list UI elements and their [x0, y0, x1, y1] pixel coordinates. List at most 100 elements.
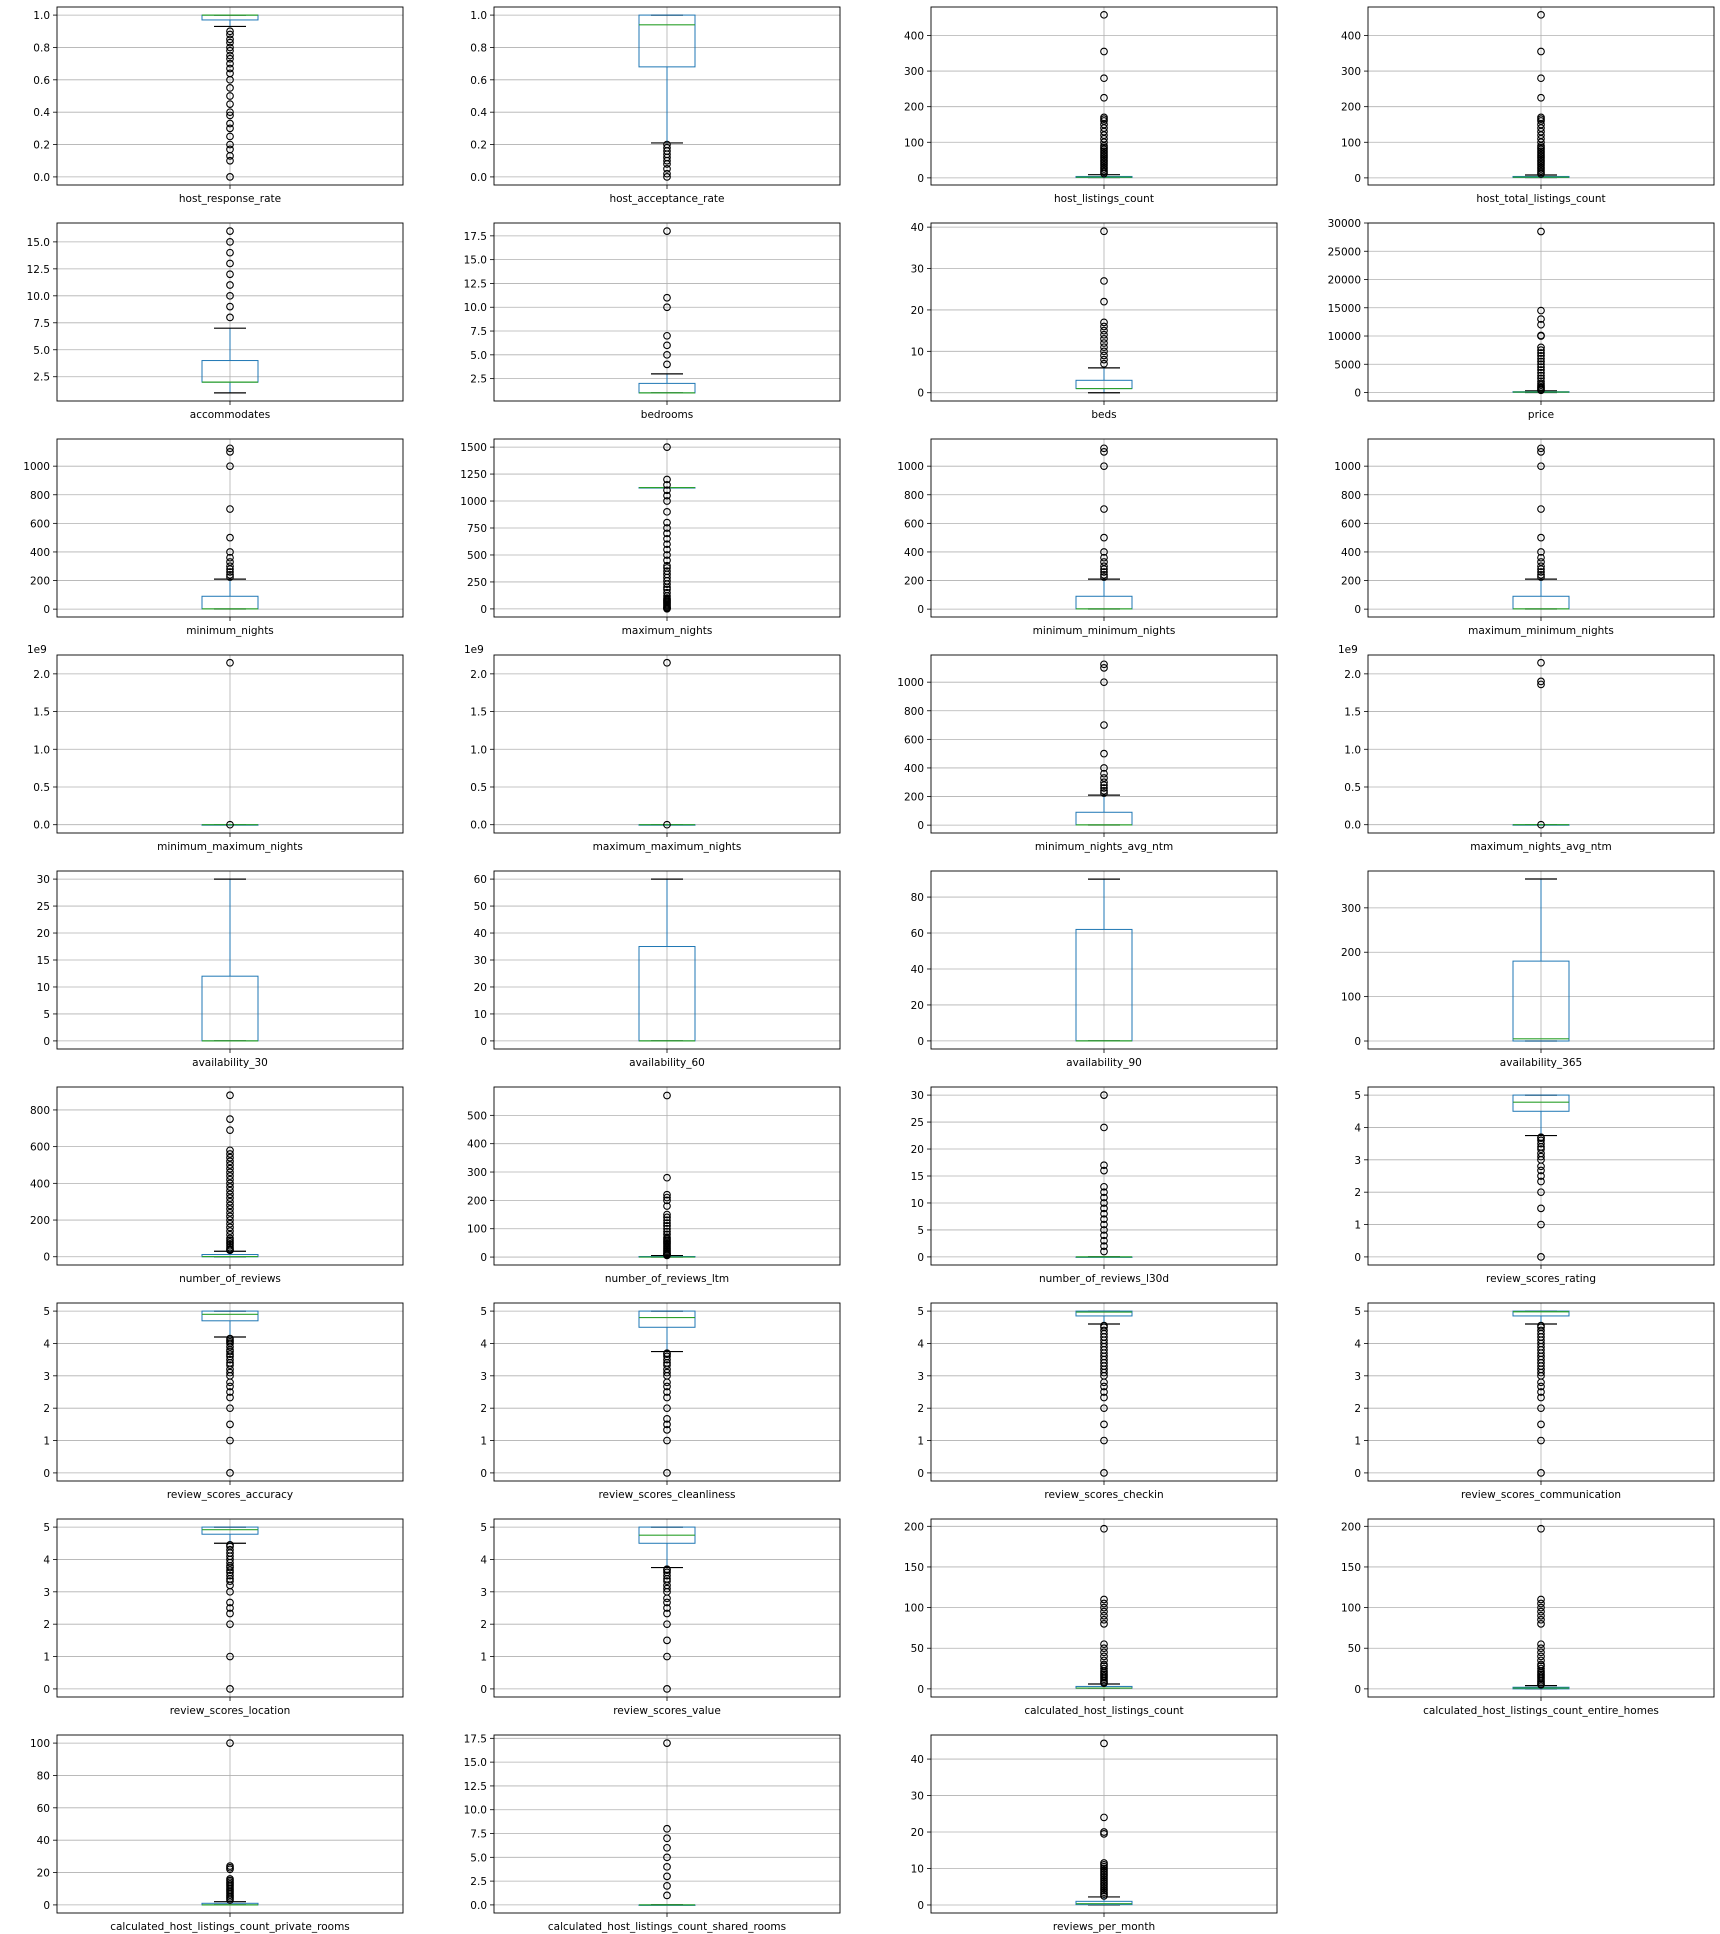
y-tick-label: 0.4	[470, 107, 487, 119]
y-tick-label: 20	[911, 305, 924, 317]
outlier-point	[226, 1436, 234, 1445]
outlier-point	[1537, 448, 1545, 456]
y-tick-label: 3	[43, 1371, 50, 1383]
outlier-point	[663, 1224, 671, 1233]
subplot-maximum_nights_avg_ntm: 0.0 0.5 1.0 1.5 2.0 maximum_nights_avg_ntm 1e9	[1338, 644, 1715, 853]
x-tick-label: review_scores_value	[613, 1705, 721, 1717]
outlier-point	[663, 820, 671, 829]
outlier-point	[226, 1875, 234, 1883]
y-tick-label: 0.8	[33, 42, 50, 54]
outlier-point	[1537, 354, 1545, 363]
x-tick-label: host_total_listings_count	[1476, 193, 1605, 205]
y-tick-label: 2	[480, 1619, 487, 1631]
outlier-point	[226, 291, 234, 300]
subplot-beds: 0 10 20 30 40 beds	[911, 222, 1278, 421]
outlier-point	[226, 1208, 234, 1217]
y-tick-label: 0	[1354, 604, 1361, 616]
outlier-point	[663, 1361, 671, 1369]
outlier-point	[1537, 1136, 1545, 1145]
subplot-host_acceptance_rate: 0.0 0.2 0.4 0.6 0.8 1.0 host_acceptance_rate	[470, 6, 841, 205]
outlier-point	[1100, 721, 1108, 729]
outlier-point	[663, 594, 671, 602]
y-tick-label: 10	[911, 1198, 924, 1210]
outlier-point	[1100, 1739, 1108, 1748]
outlier-point	[1100, 1611, 1108, 1620]
outlier-point	[663, 534, 671, 543]
x-tick-label: availability_60	[629, 1057, 705, 1069]
outlier-point	[1537, 306, 1545, 315]
outlier-point	[226, 444, 234, 453]
iqr-box	[638, 14, 696, 68]
outlier-point	[1100, 1326, 1108, 1335]
outlier-point	[1537, 570, 1545, 579]
outlier-point	[1100, 448, 1108, 456]
outlier-point	[663, 1685, 671, 1693]
x-tick-label: review_scores_cleanliness	[598, 1489, 735, 1501]
subplot-calculated_host_listings_count_private_rooms: 0 20 40 60 80 100 calculated_host_listings_cou…	[30, 1734, 404, 1933]
outlier-point	[1537, 1660, 1545, 1669]
outlier-point	[1537, 1648, 1545, 1657]
outlier-point	[663, 1173, 671, 1182]
outlier-point	[1100, 1199, 1108, 1207]
outlier-point	[226, 35, 234, 44]
y-tick-label: 0	[917, 1252, 924, 1264]
outlier-point	[663, 1436, 671, 1445]
outlier-point	[226, 111, 234, 120]
outlier-point	[226, 1368, 234, 1377]
y-offset-label: 1e9	[464, 644, 484, 656]
outlier-point	[663, 1210, 671, 1219]
x-tick-label: bedrooms	[641, 409, 693, 421]
y-tick-label: 10	[37, 982, 50, 994]
y-tick-label: 0	[917, 1900, 924, 1912]
y-tick-label: 200	[904, 102, 924, 114]
outlier-point	[226, 1566, 234, 1574]
outlier-point	[663, 1420, 671, 1429]
outlier-point	[663, 1393, 671, 1402]
y-tick-label: 3	[43, 1587, 50, 1599]
outlier-point	[1100, 1220, 1108, 1229]
outlier-point	[1100, 664, 1108, 672]
outlier-point	[663, 1598, 671, 1607]
outlier-point	[663, 529, 671, 538]
y-tick-label: 5	[43, 1009, 50, 1021]
y-tick-label: 20	[911, 1827, 924, 1839]
outlier-point	[1537, 1172, 1545, 1180]
outlier-point	[1100, 749, 1108, 758]
outlier-point	[1537, 10, 1545, 19]
outlier-point	[1537, 1152, 1545, 1161]
subplot-review_scores_accuracy: 0 1 2 3 4 5 review_scores_accuracy	[43, 1302, 404, 1501]
outlier-point	[226, 573, 234, 581]
y-tick-label: 2.5	[33, 372, 50, 384]
y-tick-label: 50	[911, 1643, 924, 1655]
y-tick-label: 0	[917, 820, 924, 832]
outlier-point	[1100, 1182, 1108, 1191]
outlier-point	[1100, 1242, 1108, 1250]
outlier-point	[226, 248, 234, 257]
outlier-point	[1100, 570, 1108, 579]
outlier-point	[1537, 93, 1545, 102]
outlier-point	[1100, 318, 1108, 327]
outlier-point	[1100, 1664, 1108, 1673]
outlier-point	[226, 132, 234, 141]
outlier-point	[226, 1194, 234, 1202]
outlier-point	[226, 1739, 234, 1747]
outlier-point	[663, 585, 671, 594]
outlier-point	[1537, 47, 1545, 56]
outlier-point	[1537, 1599, 1545, 1608]
outlier-point	[663, 497, 671, 505]
outlier-point	[1537, 573, 1545, 581]
outlier-point	[226, 1234, 234, 1243]
outlier-point	[1100, 660, 1108, 669]
outlier-point	[226, 1115, 234, 1123]
y-tick-label: 20	[474, 982, 487, 994]
y-tick-label: 5	[917, 1306, 924, 1318]
y-tick-label: 0	[1354, 173, 1361, 185]
y-tick-label: 5.0	[470, 350, 487, 362]
y-tick-label: 0.2	[33, 140, 50, 152]
y-tick-label: 1	[43, 1652, 50, 1664]
x-tick-label: beds	[1091, 409, 1116, 421]
outlier-point	[1100, 769, 1108, 778]
y-tick-label: 400	[30, 547, 50, 559]
y-tick-label: 60	[37, 1803, 50, 1815]
outlier-point	[1100, 330, 1108, 339]
